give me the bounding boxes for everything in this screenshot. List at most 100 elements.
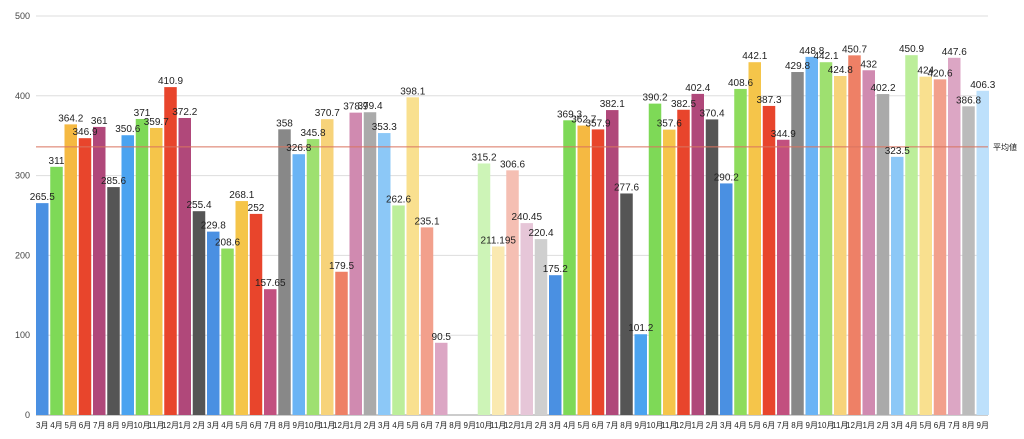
data-label: 240.45	[511, 212, 542, 223]
data-label: 448.8	[799, 46, 824, 57]
data-label: 357.6	[657, 119, 682, 130]
data-label: 277.6	[614, 182, 639, 193]
x-tick-label: 1月	[863, 421, 875, 430]
bar	[64, 124, 77, 415]
x-tick-label: 11月	[661, 421, 677, 430]
bar	[321, 119, 334, 415]
bar	[862, 70, 875, 415]
x-tick-label: 11月	[490, 421, 506, 430]
x-tick-label: 8月	[107, 421, 119, 430]
data-label: 390.2	[642, 93, 667, 104]
x-tick-label: 10月	[647, 421, 664, 430]
x-tick-label: 2月	[535, 421, 547, 430]
data-label: 370.4	[699, 108, 724, 119]
data-label: 386.8	[956, 95, 981, 106]
data-label: 357.9	[585, 118, 610, 129]
y-tick-label: 200	[15, 250, 30, 260]
bar	[249, 213, 263, 415]
average-line-group: 平均値	[36, 142, 1017, 152]
bar	[477, 163, 491, 415]
data-label: 323.5	[885, 146, 910, 157]
data-label: 359.7	[144, 117, 169, 128]
data-label: 235.1	[414, 216, 439, 227]
bar	[150, 127, 163, 415]
bar	[221, 248, 234, 415]
bar	[606, 110, 619, 415]
x-tick-label: 5月	[578, 421, 590, 430]
x-tick-label: 12月	[333, 421, 350, 430]
bar	[677, 109, 690, 415]
y-axis: 0 100 200 300 400 500	[15, 11, 30, 420]
bar	[50, 166, 63, 415]
x-tick-label: 2月	[706, 421, 718, 430]
x-tick-label: 2月	[364, 421, 376, 430]
data-label: 370.7	[315, 108, 340, 119]
bar	[819, 62, 833, 416]
data-label: 101.2	[628, 323, 653, 334]
bar	[648, 103, 662, 416]
bar	[520, 223, 533, 415]
x-tick-label: 7月	[606, 421, 618, 430]
data-label: 382.5	[671, 99, 696, 110]
data-label: 406.3	[970, 80, 995, 91]
bar	[876, 94, 890, 415]
data-label: 326.8	[286, 143, 311, 154]
bar	[135, 118, 149, 415]
x-tick-label: 4月	[734, 421, 746, 430]
data-label: 420.6	[927, 68, 952, 79]
x-tick-label: 11月	[148, 421, 164, 430]
bar	[235, 201, 248, 415]
data-label: 424.8	[828, 65, 853, 76]
data-label: 345.8	[300, 128, 325, 139]
x-tick-label: 12月	[675, 421, 692, 430]
x-tick-label: 12月	[162, 421, 179, 430]
data-label: 362.7	[571, 115, 596, 126]
bar	[107, 187, 120, 415]
x-tick-label: 8月	[620, 421, 632, 430]
data-label: 382.1	[600, 99, 625, 110]
x-tick-label: 2月	[193, 421, 205, 430]
data-label: 252	[248, 203, 265, 214]
x-tick-label: 5月	[236, 421, 248, 430]
bar	[93, 126, 106, 415]
data-label: 450.7	[842, 44, 867, 55]
x-tick-label: 8月	[449, 421, 461, 430]
data-label: 353.3	[372, 122, 397, 133]
data-label: 220.4	[528, 228, 553, 239]
data-label: 361	[91, 116, 108, 127]
x-tick-label: 9月	[977, 421, 989, 430]
bar	[705, 119, 719, 415]
bar	[121, 135, 134, 416]
x-tick-label: 9月	[635, 421, 647, 430]
data-label: 402.4	[685, 83, 710, 94]
data-label: 262.6	[386, 194, 411, 205]
bar	[663, 129, 676, 415]
data-label: 387.3	[756, 95, 781, 106]
data-label: 268.1	[229, 190, 254, 201]
x-tick-label: 9月	[122, 421, 134, 430]
bar	[549, 275, 562, 415]
bar	[435, 342, 448, 415]
x-tick-label: 1月	[521, 421, 533, 430]
bar	[919, 76, 932, 415]
bar	[777, 139, 790, 415]
bar	[335, 271, 348, 415]
x-tick-label: 4月	[905, 421, 917, 430]
data-label: 450.9	[899, 44, 924, 55]
data-label: 290.2	[714, 172, 739, 183]
bar	[891, 156, 904, 416]
data-label: 358	[276, 118, 293, 129]
x-tick-label: 7月	[264, 421, 276, 430]
data-label: 442.1	[813, 51, 838, 62]
bar	[734, 88, 747, 416]
x-tick-label: 5月	[65, 421, 77, 430]
bar	[349, 112, 362, 415]
bar	[577, 125, 590, 415]
x-tick-label: 1月	[350, 421, 362, 430]
x-tick-label: 5月	[920, 421, 932, 430]
x-tick-label: 10月	[134, 421, 151, 430]
bar	[292, 154, 305, 415]
x-tick-label: 1月	[692, 421, 704, 430]
bar	[563, 120, 576, 416]
